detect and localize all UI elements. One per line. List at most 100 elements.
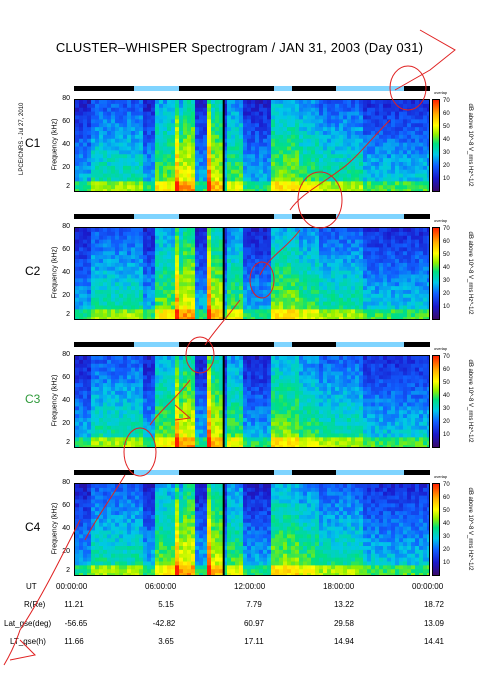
spectrogram-cell [175, 266, 180, 272]
spectrogram-cell [335, 119, 340, 124]
spectrogram-cell [159, 429, 164, 435]
spectrogram-cell [399, 146, 404, 151]
spectrogram-cell [155, 138, 160, 144]
spectrogram-cell [175, 274, 180, 279]
spectrogram-cell [303, 309, 308, 314]
spectrogram-cell [267, 142, 272, 148]
spectrogram-cell [199, 293, 204, 299]
spectrogram-cell [267, 189, 272, 191]
spectrogram-cell [411, 181, 416, 186]
spectrogram-cell [155, 162, 160, 167]
spectrogram-cell [383, 119, 388, 124]
spectrogram-cell [395, 142, 400, 148]
spectrogram-cell [299, 138, 304, 144]
spectrogram-cell [307, 286, 312, 291]
spectrogram-cell [87, 383, 92, 388]
spectrogram-cell [91, 356, 96, 361]
spectrogram-cell [195, 231, 200, 237]
spectrogram-cell [83, 278, 88, 283]
spectrogram-cell [311, 282, 316, 287]
spectrogram-cell [191, 100, 196, 105]
spectrogram-cell [343, 243, 348, 248]
spectrogram-cell [131, 425, 136, 431]
spectrogram-cell [271, 162, 276, 167]
spectrogram-cell [395, 251, 400, 256]
spectrogram-cell [207, 134, 212, 140]
spectrogram-cell [339, 262, 344, 268]
spectrogram-cell [291, 169, 296, 175]
spectrogram-cell [299, 266, 304, 272]
spectrogram-cell [279, 131, 284, 136]
spectrogram-cell [371, 154, 376, 159]
spectrogram-cell [171, 286, 176, 291]
spectrogram-cell [323, 235, 328, 241]
spectrogram-cell [179, 282, 184, 287]
spectrogram-cell [351, 123, 356, 128]
spectrogram-cell [279, 282, 284, 287]
spectrogram-cell [111, 173, 116, 179]
spectrogram-cell [127, 433, 132, 438]
spectrogram-cell [155, 169, 160, 175]
spectrogram-cell [107, 313, 112, 318]
spectrogram-cell [367, 259, 372, 264]
spectrogram-cell [395, 290, 400, 295]
spectrogram-cell [139, 301, 144, 307]
spectrogram-cell [151, 150, 156, 155]
spectrogram-cell [387, 317, 392, 319]
spectrogram-cell [143, 107, 148, 113]
spectrogram-cell [363, 247, 368, 252]
spectrogram-cell [403, 107, 408, 113]
spectrogram-cell [119, 162, 124, 167]
spectrogram-cell [179, 181, 184, 186]
spectrogram-cell [159, 146, 164, 151]
spectrogram-cell [99, 158, 104, 163]
spectrogram-cell [215, 243, 220, 248]
spectrogram-cell [371, 165, 376, 171]
spectrogram-cell [211, 259, 216, 264]
spectrogram-cell [351, 247, 356, 252]
spectrogram-cell [319, 115, 324, 120]
spectrogram-cell [135, 239, 140, 245]
spectrogram-cell [411, 146, 416, 151]
spectrogram-cell [371, 146, 376, 151]
spectrogram-cell [399, 189, 404, 191]
spectrogram-cell [351, 150, 356, 155]
spectrogram-cell [143, 154, 148, 159]
spectrogram-cell [111, 363, 116, 369]
spectrogram-cell [139, 441, 144, 446]
spectrogram-cell [391, 162, 396, 167]
spectrogram-cell [95, 301, 100, 307]
spectrogram-cell [307, 169, 312, 175]
spectrogram-cell [215, 154, 220, 159]
spectrogram-cell [167, 410, 172, 415]
spectrogram-cell [275, 185, 280, 190]
spectrogram-cell [231, 259, 236, 264]
spectrogram-cell [359, 173, 364, 179]
spectrogram-cell [367, 286, 372, 291]
spectrogram-cell [167, 301, 172, 307]
spectrogram-cell [255, 119, 260, 124]
spectrogram-cell [291, 131, 296, 136]
spectrogram-cell [359, 154, 364, 159]
spectrogram-cell [243, 131, 248, 136]
spectrogram-cell [199, 146, 204, 151]
spectrogram-cell [363, 293, 368, 299]
spectrogram-cell [87, 185, 92, 190]
spectrogram-cell [79, 243, 84, 248]
spectrogram-cell [227, 317, 232, 319]
spectrogram-cell [275, 247, 280, 252]
spectrogram-cell [295, 146, 300, 151]
spectrogram-cell [119, 154, 124, 159]
spectrogram-cell [271, 131, 276, 136]
spectrogram-cell [183, 251, 188, 256]
spectrogram-cell [131, 359, 136, 365]
spectrogram-cell [135, 437, 140, 442]
spectrogram-cell [171, 247, 176, 252]
spectrogram-cell [323, 169, 328, 175]
spectrogram-cell [135, 123, 140, 128]
spectrogram-cell [115, 243, 120, 248]
spectrogram-cell [379, 181, 384, 186]
spectrogram-cell [87, 286, 92, 291]
spectrogram-cell [131, 134, 136, 140]
spectrogram-cell [151, 297, 156, 303]
